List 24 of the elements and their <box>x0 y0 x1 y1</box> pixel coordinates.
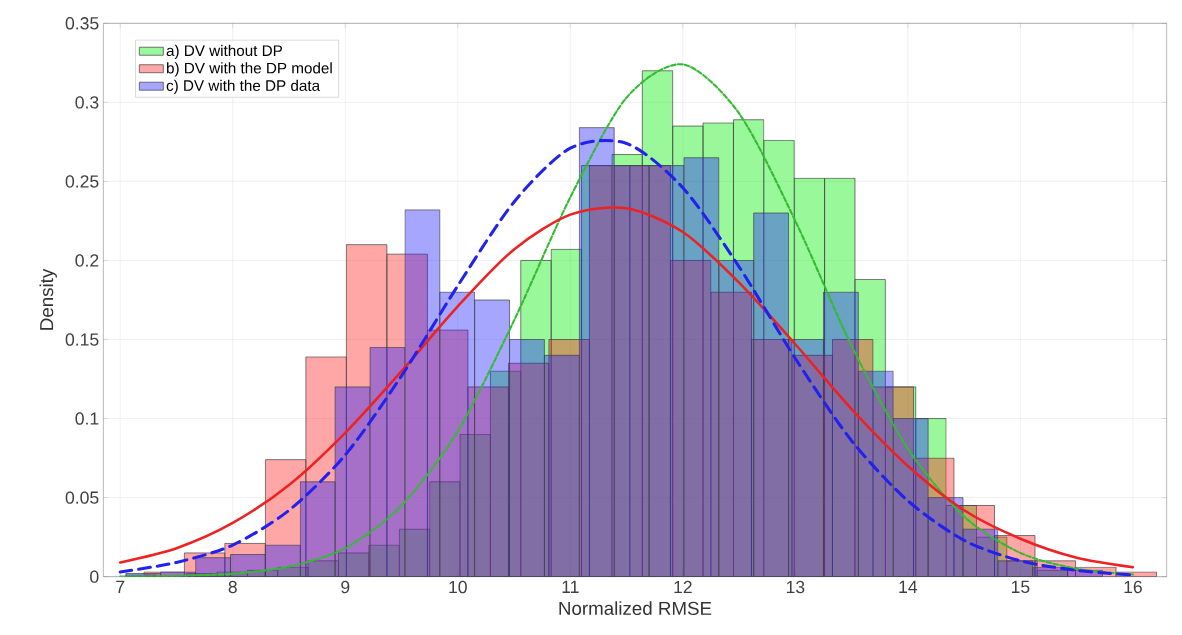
y-tick-label: 0.05 <box>65 491 99 504</box>
y-axis-title: Density <box>39 268 57 330</box>
y-tick-label: 0.35 <box>65 17 99 30</box>
x-tick-label: 15 <box>1011 580 1030 594</box>
y-tick-label: 0.3 <box>75 96 99 109</box>
legend-label: b) DV with the DP model <box>167 62 332 77</box>
x-tick-label: 14 <box>899 580 918 593</box>
line-series <box>118 206 1135 569</box>
y-tick-label: 0.1 <box>75 412 99 425</box>
x-tick-label: 8 <box>228 580 237 594</box>
x-axis-title: Normalized RMSE <box>559 601 712 616</box>
x-tick-label: 13 <box>786 580 805 594</box>
y-tick-label: 0.2 <box>75 254 99 267</box>
x-tick-label: 16 <box>1124 580 1142 594</box>
legend-label: a) DV without DP <box>166 44 283 60</box>
y-tick-label: 0.25 <box>65 175 99 188</box>
x-tick-label: 7 <box>116 580 125 593</box>
x-tick-label: 10 <box>449 580 467 594</box>
legend-label: c) DV with the DP data <box>166 79 321 94</box>
y-tick-label: 0 <box>90 570 99 583</box>
x-tick-label: 9 <box>341 580 350 594</box>
y-tick-label: 0.15 <box>65 333 99 346</box>
x-tick-label: 11 <box>562 580 579 593</box>
x-tick-label: 12 <box>674 580 692 594</box>
